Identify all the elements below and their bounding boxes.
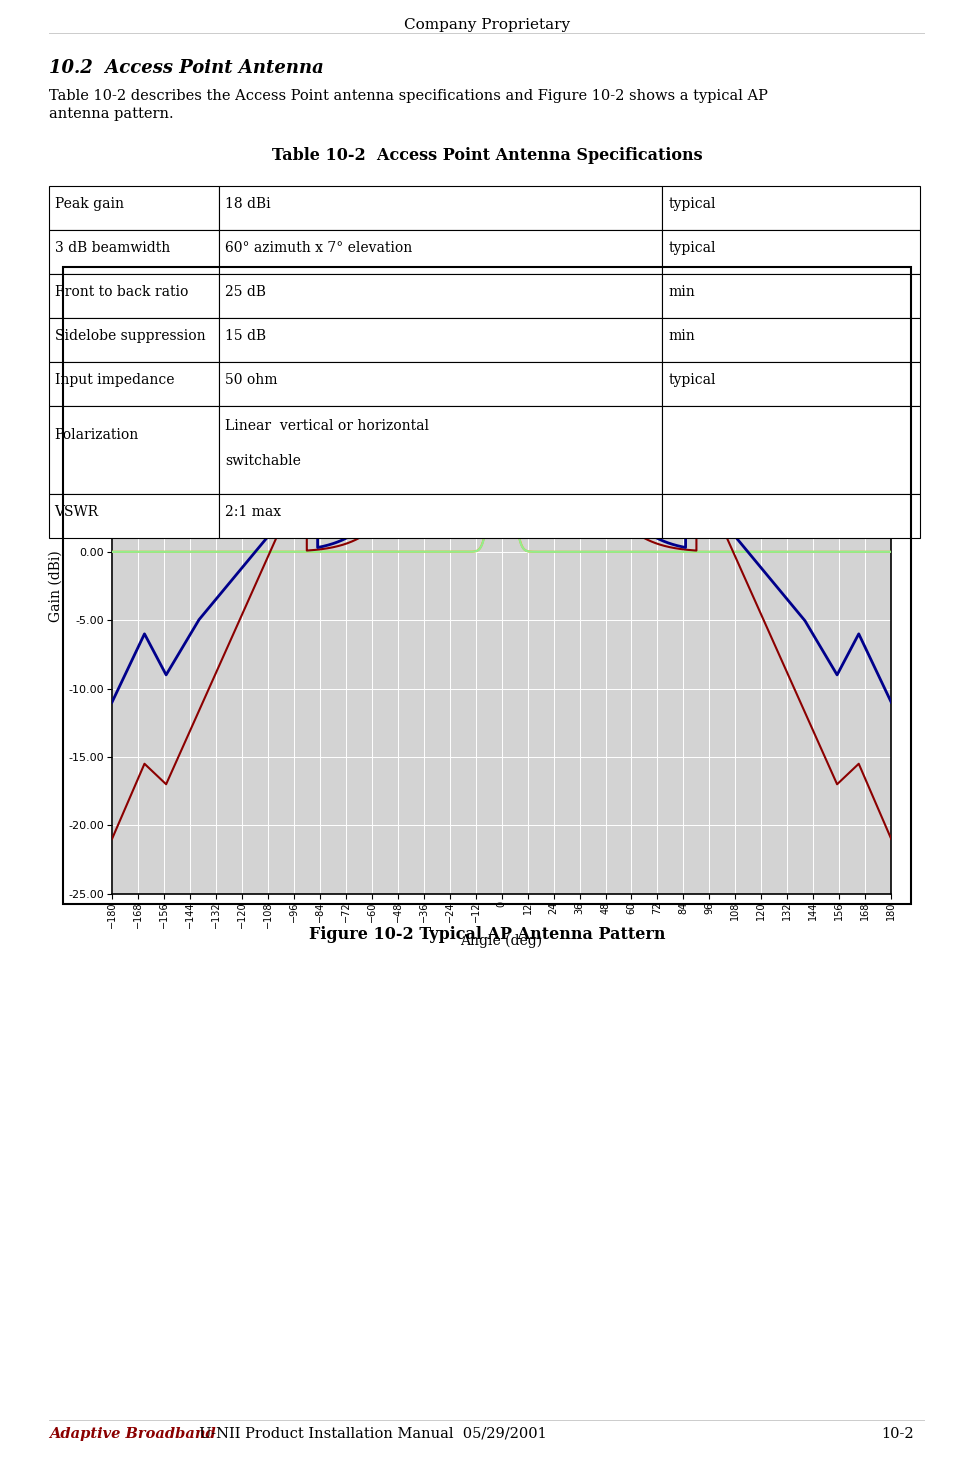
Text: 10.2  Access Point Antenna: 10.2 Access Point Antenna [49, 59, 323, 76]
Text: switchable: switchable [225, 454, 301, 469]
Text: typical: typical [668, 374, 716, 387]
Text: 15 dB: 15 dB [225, 330, 266, 343]
Text: Front to back ratio: Front to back ratio [55, 286, 188, 299]
Text: 25 dB: 25 dB [225, 286, 266, 299]
Text: min: min [668, 330, 694, 343]
Text: Table 10-2 describes the Access Point antenna specifications and Figure 10-2 sho: Table 10-2 describes the Access Point an… [49, 89, 768, 104]
Text: 10-2: 10-2 [881, 1427, 914, 1442]
Text: min: min [668, 286, 694, 299]
Text: antenna pattern.: antenna pattern. [49, 107, 173, 122]
Text: 50 ohm: 50 ohm [225, 374, 278, 387]
Text: Polarization: Polarization [55, 428, 138, 442]
X-axis label: Angle (deg): Angle (deg) [461, 933, 543, 948]
Text: typical: typical [668, 242, 716, 255]
Text: 60° azimuth x 7° elevation: 60° azimuth x 7° elevation [225, 242, 412, 255]
Text: 3 dB beamwidth: 3 dB beamwidth [55, 242, 169, 255]
Text: Figure 10-2 Typical AP Antenna Pattern: Figure 10-2 Typical AP Antenna Pattern [309, 926, 665, 943]
Text: Peak gain: Peak gain [55, 196, 124, 211]
Legend: Gain/dBi (Az-Ver), Gain/dBi (Az-Hor), Gain/dBi (El-Ver), Gain/dBi (El-Hor): Gain/dBi (Az-Ver), Gain/dBi (Az-Hor), Ga… [726, 284, 885, 393]
Text: VSWR: VSWR [55, 505, 98, 519]
Text: Adaptive Broadband: Adaptive Broadband [49, 1427, 215, 1442]
Text: 2:1 max: 2:1 max [225, 505, 281, 519]
Text: typical: typical [668, 196, 716, 211]
Text: Input impedance: Input impedance [55, 374, 174, 387]
Text: Company Proprietary: Company Proprietary [404, 18, 570, 32]
Text: 18 dBi: 18 dBi [225, 196, 271, 211]
Text: Table 10-2  Access Point Antenna Specifications: Table 10-2 Access Point Antenna Specific… [272, 146, 702, 164]
Text: Sidelobe suppression: Sidelobe suppression [55, 330, 206, 343]
Text: Linear  vertical or horizontal: Linear vertical or horizontal [225, 419, 429, 434]
Y-axis label: Gain (dBi): Gain (dBi) [49, 551, 63, 621]
Text: U-NII Product Installation Manual  05/29/2001: U-NII Product Installation Manual 05/29/… [190, 1427, 546, 1442]
